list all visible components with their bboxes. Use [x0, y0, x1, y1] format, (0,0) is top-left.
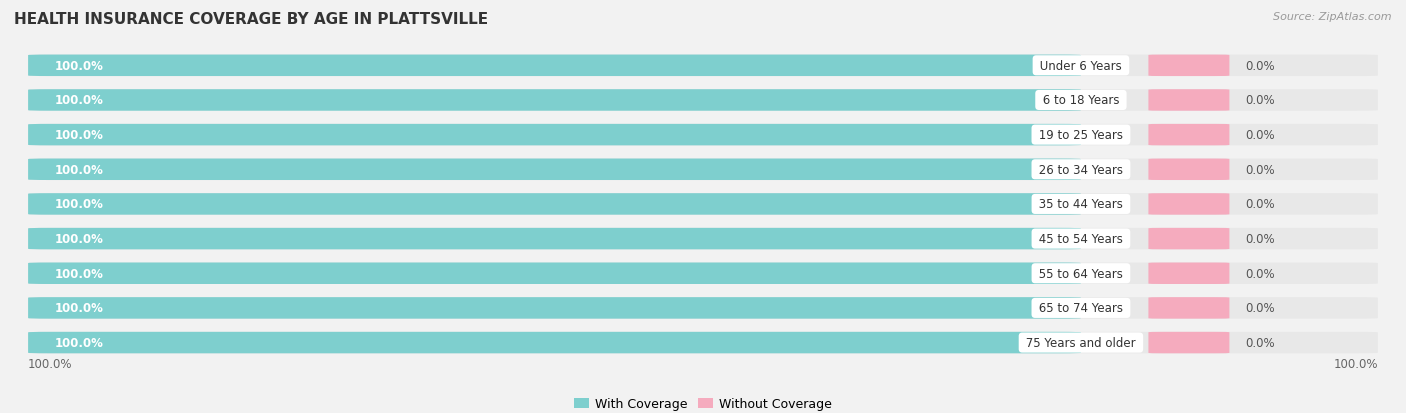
FancyBboxPatch shape: [28, 194, 1081, 215]
Text: Source: ZipAtlas.com: Source: ZipAtlas.com: [1274, 12, 1392, 22]
Text: 26 to 34 Years: 26 to 34 Years: [1035, 164, 1126, 176]
FancyBboxPatch shape: [28, 263, 1378, 284]
FancyBboxPatch shape: [28, 159, 1378, 180]
FancyBboxPatch shape: [1149, 159, 1229, 180]
Text: 0.0%: 0.0%: [1246, 198, 1275, 211]
Text: 100.0%: 100.0%: [55, 129, 104, 142]
Text: 100.0%: 100.0%: [55, 336, 104, 349]
Text: 100.0%: 100.0%: [55, 164, 104, 176]
Text: 100.0%: 100.0%: [28, 358, 73, 370]
Text: 100.0%: 100.0%: [55, 267, 104, 280]
Text: 0.0%: 0.0%: [1246, 129, 1275, 142]
Text: 100.0%: 100.0%: [55, 94, 104, 107]
FancyBboxPatch shape: [28, 263, 1081, 284]
FancyBboxPatch shape: [28, 159, 1081, 180]
FancyBboxPatch shape: [28, 332, 1081, 354]
Legend: With Coverage, Without Coverage: With Coverage, Without Coverage: [569, 392, 837, 413]
Text: 45 to 54 Years: 45 to 54 Years: [1035, 233, 1126, 245]
FancyBboxPatch shape: [28, 228, 1378, 250]
FancyBboxPatch shape: [1149, 332, 1229, 354]
Text: 0.0%: 0.0%: [1246, 94, 1275, 107]
Text: 100.0%: 100.0%: [55, 301, 104, 315]
Text: 75 Years and older: 75 Years and older: [1022, 336, 1140, 349]
Text: 0.0%: 0.0%: [1246, 233, 1275, 245]
FancyBboxPatch shape: [28, 125, 1378, 146]
FancyBboxPatch shape: [1149, 297, 1229, 319]
Text: 100.0%: 100.0%: [55, 233, 104, 245]
Text: 100.0%: 100.0%: [55, 198, 104, 211]
Text: 100.0%: 100.0%: [55, 59, 104, 73]
Text: 19 to 25 Years: 19 to 25 Years: [1035, 129, 1126, 142]
FancyBboxPatch shape: [28, 90, 1081, 112]
FancyBboxPatch shape: [28, 90, 1378, 112]
FancyBboxPatch shape: [1149, 194, 1229, 215]
Text: 100.0%: 100.0%: [1333, 358, 1378, 370]
Text: 35 to 44 Years: 35 to 44 Years: [1035, 198, 1126, 211]
Text: Under 6 Years: Under 6 Years: [1036, 59, 1126, 73]
FancyBboxPatch shape: [28, 55, 1081, 77]
FancyBboxPatch shape: [1149, 90, 1229, 112]
FancyBboxPatch shape: [28, 228, 1081, 250]
Text: 0.0%: 0.0%: [1246, 164, 1275, 176]
FancyBboxPatch shape: [1149, 228, 1229, 250]
Text: 0.0%: 0.0%: [1246, 336, 1275, 349]
FancyBboxPatch shape: [28, 297, 1081, 319]
Text: 65 to 74 Years: 65 to 74 Years: [1035, 301, 1126, 315]
FancyBboxPatch shape: [1149, 263, 1229, 284]
FancyBboxPatch shape: [28, 55, 1378, 77]
Text: 0.0%: 0.0%: [1246, 301, 1275, 315]
FancyBboxPatch shape: [28, 297, 1378, 319]
Text: 55 to 64 Years: 55 to 64 Years: [1035, 267, 1126, 280]
FancyBboxPatch shape: [28, 332, 1378, 354]
Text: 6 to 18 Years: 6 to 18 Years: [1039, 94, 1123, 107]
FancyBboxPatch shape: [1149, 125, 1229, 146]
Text: 0.0%: 0.0%: [1246, 59, 1275, 73]
Text: HEALTH INSURANCE COVERAGE BY AGE IN PLATTSVILLE: HEALTH INSURANCE COVERAGE BY AGE IN PLAT…: [14, 12, 488, 27]
FancyBboxPatch shape: [28, 194, 1378, 215]
FancyBboxPatch shape: [28, 125, 1081, 146]
Text: 0.0%: 0.0%: [1246, 267, 1275, 280]
FancyBboxPatch shape: [1149, 55, 1229, 77]
